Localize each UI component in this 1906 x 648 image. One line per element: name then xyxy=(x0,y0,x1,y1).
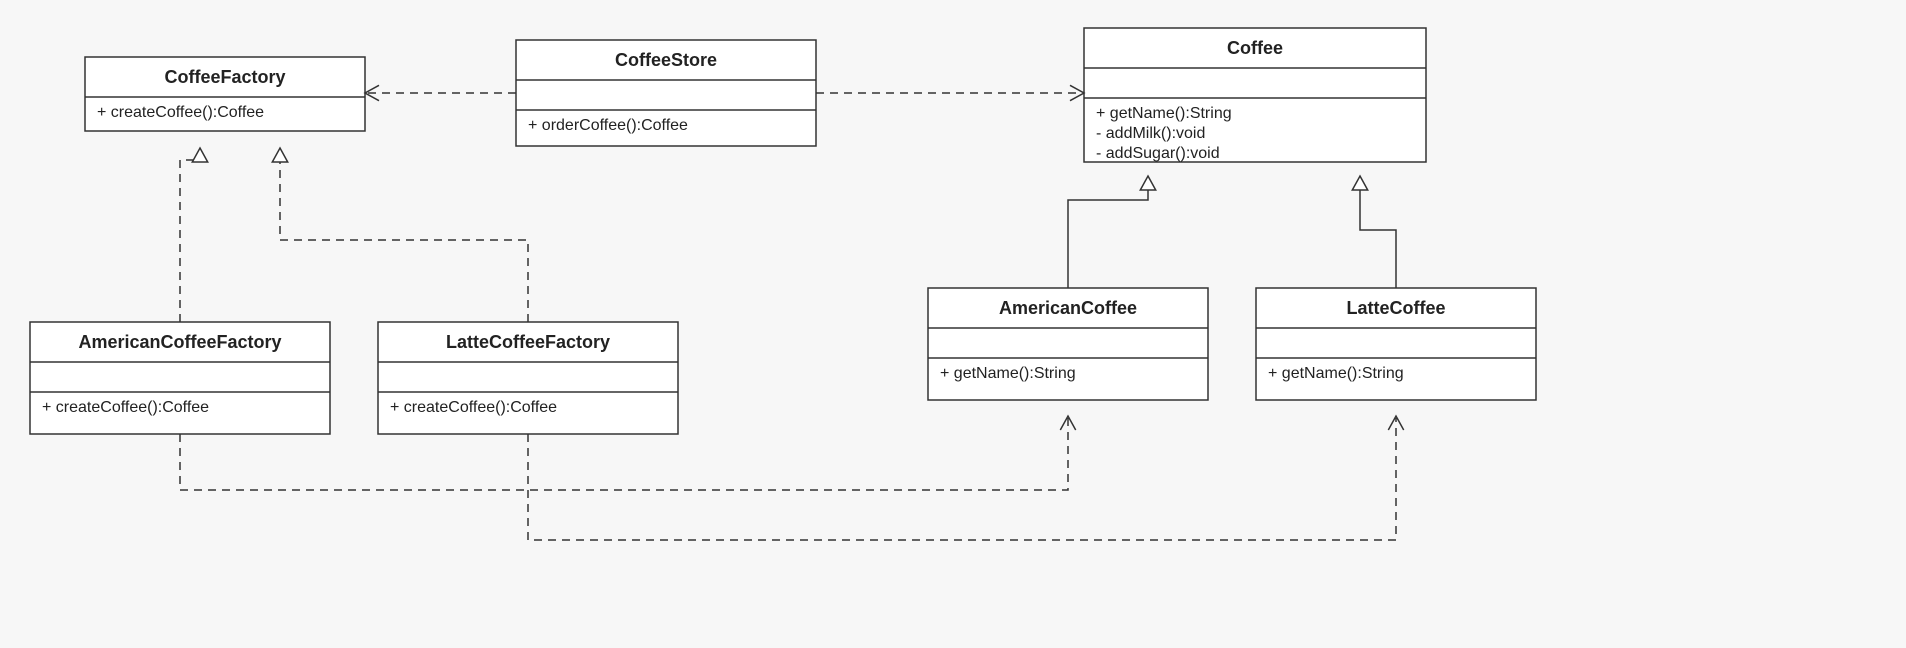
class-title: LatteCoffeeFactory xyxy=(446,332,610,352)
operation: + getName():String xyxy=(1096,105,1232,122)
edge-LatteCoffeeFactory-to-CoffeeFactory xyxy=(272,148,528,322)
class-title: CoffeeStore xyxy=(615,50,717,70)
edge-CoffeeStore-to-CoffeeFactory xyxy=(365,85,516,100)
edge-AmericanCoffeeFactory-to-CoffeeFactory xyxy=(180,148,208,322)
class-CoffeeStore: CoffeeStore + orderCoffee():Coffee xyxy=(516,40,816,146)
operation: - addSugar():void xyxy=(1096,145,1220,162)
class-AmericanCoffeeFactory: AmericanCoffeeFactory + createCoffee():Co… xyxy=(30,322,330,434)
class-LatteCoffeeFactory: LatteCoffeeFactory + createCoffee():Coffe… xyxy=(378,322,678,434)
operation: + createCoffee():Coffee xyxy=(42,399,209,416)
class-title: AmericanCoffeeFactory xyxy=(78,332,281,352)
operation: - addMilk():void xyxy=(1096,125,1205,142)
class-CoffeeFactory: CoffeeFactory + createCoffee():Coffee xyxy=(85,57,365,131)
arrow-hollow-icon xyxy=(192,148,207,162)
operation: + createCoffee():Coffee xyxy=(97,104,264,121)
operation: + getName():String xyxy=(1268,365,1404,382)
edge-CoffeeStore-to-Coffee xyxy=(816,85,1084,100)
operation: + createCoffee():Coffee xyxy=(390,399,557,416)
class-title: AmericanCoffee xyxy=(999,298,1137,318)
edge-LatteCoffee-to-Coffee xyxy=(1352,176,1396,288)
arrow-hollow-icon xyxy=(1352,176,1367,190)
arrow-hollow-icon xyxy=(1140,176,1155,190)
operation: + getName():String xyxy=(940,365,1076,382)
class-LatteCoffee: LatteCoffee + getName():String xyxy=(1256,288,1536,400)
class-title: CoffeeFactory xyxy=(164,67,285,87)
class-title: LatteCoffee xyxy=(1346,298,1445,318)
arrow-hollow-icon xyxy=(272,148,287,162)
operation: + orderCoffee():Coffee xyxy=(528,117,688,134)
class-title: Coffee xyxy=(1227,38,1283,58)
edge-AmericanCoffee-to-Coffee xyxy=(1068,176,1156,288)
class-Coffee: Coffee + getName():String - addMilk():void… xyxy=(1084,28,1426,162)
uml-diagram: CoffeeFactory+ createCoffee():CoffeeCoff… xyxy=(0,0,1906,648)
class-AmericanCoffee: AmericanCoffee + getName():String xyxy=(928,288,1208,400)
